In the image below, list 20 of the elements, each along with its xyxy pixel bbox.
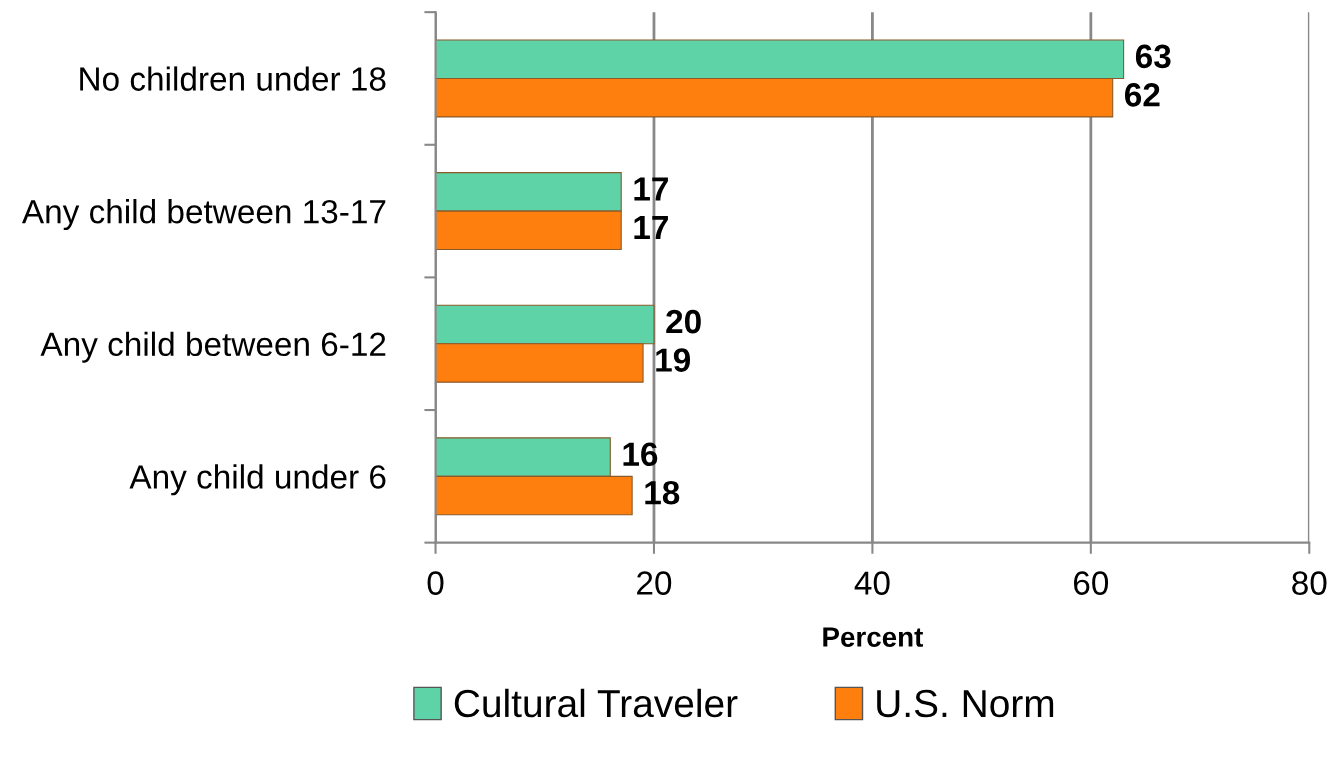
data-label: 20 bbox=[666, 309, 701, 334]
data-label: 17 bbox=[634, 177, 668, 201]
data-label: 16 bbox=[623, 442, 658, 467]
x-tick-label: 20 bbox=[637, 571, 672, 595]
data-label: 19 bbox=[656, 348, 690, 372]
x-tick-label: 40 bbox=[854, 571, 890, 595]
y-tick-label: Any child under 6 bbox=[129, 464, 386, 496]
data-label: 63 bbox=[1135, 44, 1171, 69]
y-tick-label: Any child between 13-17 bbox=[21, 199, 386, 231]
y-tick-label: No children under 18 bbox=[80, 66, 386, 91]
data-label: 18 bbox=[645, 480, 680, 505]
x-axis-title: Percent bbox=[823, 627, 924, 647]
legend-label: U.S. Norm bbox=[877, 689, 1054, 718]
x-tick-label: 60 bbox=[1074, 571, 1109, 595]
y-tick-label: Any child between 6-12 bbox=[40, 331, 386, 363]
data-label: 17 bbox=[634, 216, 668, 239]
x-tick-label: 0 bbox=[427, 571, 444, 595]
legend-label: Cultural Traveler bbox=[454, 688, 738, 718]
x-tick-label: 80 bbox=[1292, 571, 1327, 595]
data-label: 62 bbox=[1125, 83, 1160, 107]
